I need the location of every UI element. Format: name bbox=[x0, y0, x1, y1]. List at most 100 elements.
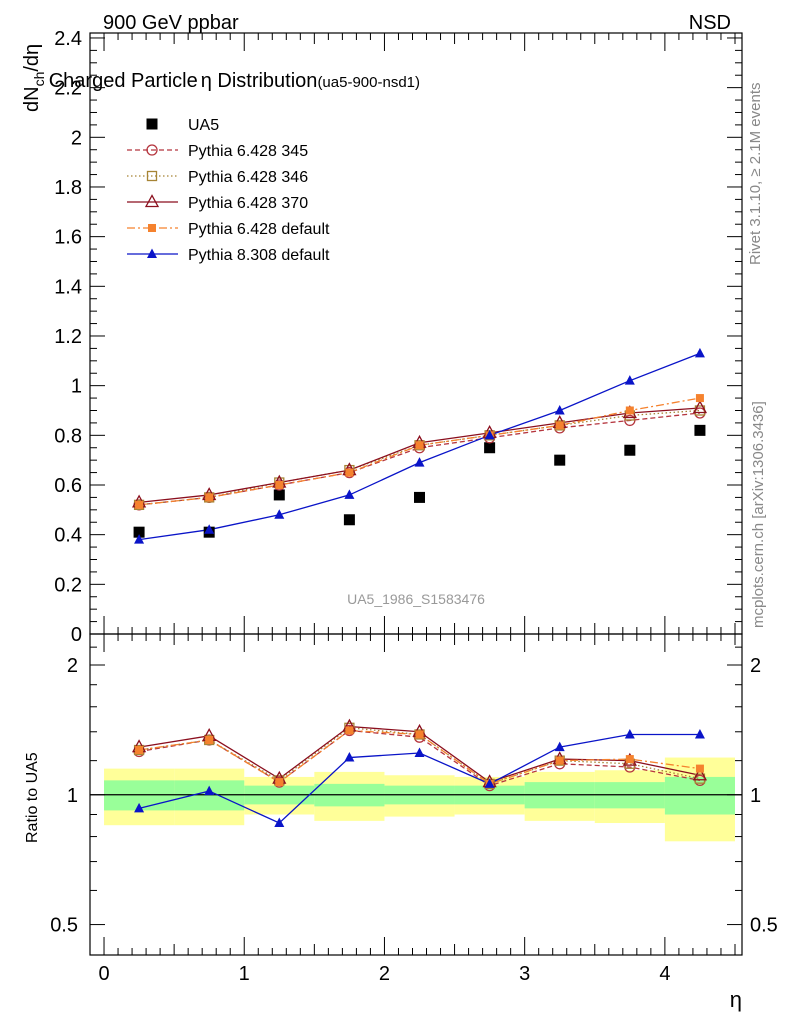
main-series-line-1 bbox=[139, 412, 701, 506]
chart-title-suffix: (ua5-900-nsd1) bbox=[317, 74, 420, 91]
side-text-mcplots: mcplots.cern.ch [arXiv:1306.3436] bbox=[750, 401, 767, 628]
x-tick-label-2: 2 bbox=[379, 963, 390, 985]
x-axis-label: η bbox=[730, 987, 742, 1012]
ratio-point-s3-2 bbox=[275, 778, 284, 787]
ratio-point-s3-8 bbox=[695, 764, 704, 773]
ratio-ytick-label-right-1: 1 bbox=[750, 785, 761, 807]
legend-marker-1 bbox=[146, 144, 158, 156]
main-point-s5-2 bbox=[274, 509, 285, 519]
ratio-ytick-label-right-2: 2 bbox=[750, 655, 761, 677]
main-y-label-main: dN bbox=[21, 86, 43, 112]
main-ytick-label-5: 1 bbox=[71, 376, 82, 398]
x-tick-label-0: 0 bbox=[98, 963, 109, 985]
main-ytick-label-4: 0.8 bbox=[54, 425, 82, 447]
main-ytick-label-11: 2.2 bbox=[54, 78, 82, 100]
ratio-y-axis-label: Ratio to UA5 bbox=[24, 752, 41, 843]
main-point-s4-6 bbox=[555, 421, 564, 430]
main-point-s0-5 bbox=[484, 442, 496, 454]
ratio-ytick-label-left-0: 0.5 bbox=[50, 915, 78, 937]
legend-label-0: UA5 bbox=[188, 117, 219, 134]
main-point-s0-7 bbox=[624, 444, 636, 456]
main-ytick-label-1: 0.2 bbox=[54, 574, 82, 596]
main-point-s4-0 bbox=[135, 500, 144, 509]
main-point-s0-0 bbox=[133, 526, 145, 538]
legend-label-1: Pythia 6.428 345 bbox=[188, 143, 308, 160]
x-tick-label-3: 3 bbox=[519, 963, 530, 985]
ratio-panel: 0 1 2 3 4 0.5 0.5 1 1 2 2 bbox=[50, 633, 778, 985]
main-ytick-label-8: 1.6 bbox=[54, 227, 82, 249]
main-point-s5-5 bbox=[484, 429, 495, 440]
ratio-point-s3-7 bbox=[625, 755, 634, 764]
legend-label-2: Pythia 6.428 346 bbox=[188, 169, 308, 186]
ratio-point-s4-5 bbox=[484, 778, 495, 788]
main-point-s4-7 bbox=[625, 406, 634, 415]
main-ytick-label-6: 1.2 bbox=[54, 326, 82, 348]
ratio-point-s3-3 bbox=[345, 726, 354, 735]
ratio-point-s4-2 bbox=[274, 817, 285, 828]
main-panel: UA5 Pythia 6.428 345 Pythia 6.428 346 Pythi… bbox=[54, 28, 743, 646]
ratio-point-s4-8 bbox=[694, 728, 705, 739]
x-tick-label-1: 1 bbox=[239, 963, 250, 985]
ratio-ytick-label-left-1: 1 bbox=[67, 785, 78, 807]
main-point-s0-3 bbox=[343, 514, 355, 526]
main-point-s3-8 bbox=[692, 400, 708, 414]
main-series-line-4 bbox=[139, 397, 701, 506]
main-ytick-label-10: 2 bbox=[71, 127, 82, 149]
main-ytick-label-7: 1.4 bbox=[54, 276, 82, 298]
main-point-s5-0 bbox=[134, 534, 145, 544]
main-point-s0-8 bbox=[694, 424, 706, 436]
ratio-point-s3-6 bbox=[555, 756, 564, 765]
legend-marker-3 bbox=[144, 194, 160, 208]
legend-marker-0 bbox=[146, 118, 158, 130]
main-point-s5-3 bbox=[344, 489, 355, 499]
main-point-s5-6 bbox=[554, 404, 565, 415]
chart-title: Charged Particle η Distribution(ua5-900-n… bbox=[49, 70, 420, 92]
ratio-point-s2-8 bbox=[692, 767, 708, 781]
main-y-axis-label: dNch/dη bbox=[21, 44, 47, 112]
ratio-point-s4-4 bbox=[414, 747, 425, 757]
ratio-series-line-1 bbox=[138, 727, 701, 785]
legend-label-3: Pythia 6.428 370 bbox=[188, 195, 308, 212]
main-ytick-label-0: 0 bbox=[71, 624, 82, 646]
legend-label-5: Pythia 8.308 default bbox=[188, 247, 330, 264]
legend-marker-2 bbox=[146, 170, 158, 182]
main-point-s5-1 bbox=[204, 524, 215, 534]
main-point-s5-4 bbox=[414, 457, 425, 467]
legend-marker-5 bbox=[147, 248, 157, 258]
main-ytick-label-12: 2.4 bbox=[54, 28, 82, 50]
ratio-point-s3-1 bbox=[205, 735, 214, 744]
side-text-rivet: Rivet 3.1.10, ≥ 2.1M events bbox=[747, 83, 764, 266]
chart-title-text: Charged Particle bbox=[49, 70, 198, 92]
main-series-line-3 bbox=[139, 407, 700, 504]
ratio-point-s3-4 bbox=[415, 730, 424, 739]
legend: UA5 Pythia 6.428 345 Pythia 6.428 346 Pythi… bbox=[127, 117, 330, 264]
main-point-s5-8 bbox=[694, 347, 705, 358]
legend-marker-4 bbox=[148, 224, 156, 232]
main-y-label-sub: ch bbox=[31, 72, 47, 87]
ratio-point-s4-3 bbox=[344, 752, 355, 762]
main-point-s4-4 bbox=[415, 441, 424, 450]
ratio-point-s3-0 bbox=[135, 746, 144, 755]
ratio-point-s4-0 bbox=[134, 802, 145, 813]
main-point-s5-7 bbox=[624, 375, 635, 385]
legend-label-4: Pythia 6.428 default bbox=[188, 221, 330, 238]
x-tick-label-4: 4 bbox=[659, 963, 670, 985]
main-ytick-label-2: 0.4 bbox=[54, 525, 82, 547]
main-point-s0-6 bbox=[554, 454, 566, 466]
main-point-s0-2 bbox=[273, 489, 285, 501]
ratio-band-inner-bin-1 bbox=[174, 780, 245, 811]
ratio-ytick-label-right-0: 0.5 bbox=[750, 915, 778, 937]
chart-title-symbol: η bbox=[201, 70, 212, 92]
header-right: NSD bbox=[689, 12, 731, 34]
main-y-label-tail: /dη bbox=[21, 44, 43, 72]
ratio-ytick-label-left-2: 2 bbox=[67, 655, 78, 677]
labels: 900 GeV ppbar NSD Charged Particle η Dist… bbox=[21, 12, 767, 1012]
main-point-s4-8 bbox=[695, 394, 704, 403]
header-left: 900 GeV ppbar bbox=[103, 12, 239, 34]
main-ytick-label-9: 1.8 bbox=[54, 177, 82, 199]
annotation-analysis-id: UA5_1986_S1583476 bbox=[347, 591, 485, 607]
main-series-line-2 bbox=[139, 409, 700, 506]
chart-title-rest: Distribution bbox=[212, 70, 318, 92]
ratio-point-s4-6 bbox=[554, 741, 565, 752]
